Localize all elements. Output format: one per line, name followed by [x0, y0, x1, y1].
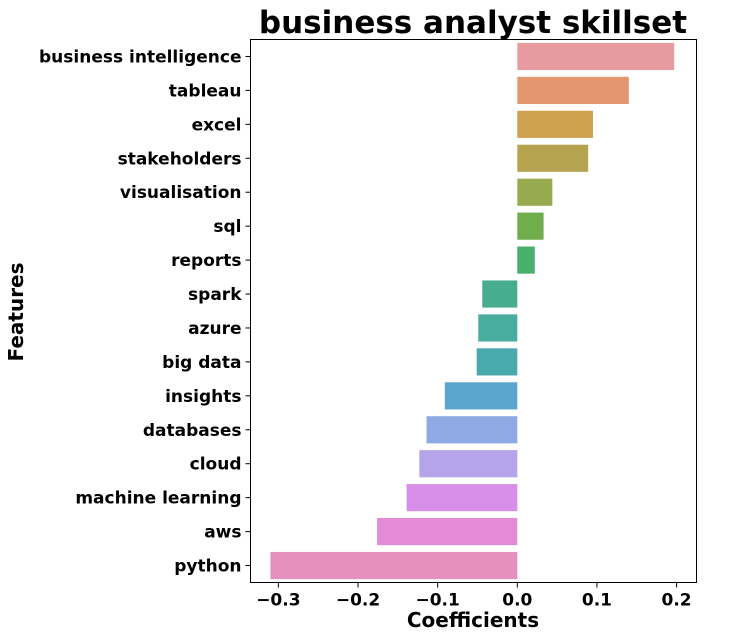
y-tick-label: databases	[143, 421, 242, 441]
x-tick-label: −0.2	[336, 591, 380, 611]
x-axis-label: Coefficients	[407, 608, 539, 632]
x-tick-label: 0.0	[502, 591, 532, 611]
bar-tableau	[517, 76, 629, 104]
y-tick-label: aws	[204, 523, 241, 543]
x-tick-label: 0.2	[662, 591, 692, 611]
y-tick-label: business intelligence	[39, 47, 241, 67]
plot-frame	[250, 39, 697, 583]
y-tick-label: visualisation	[120, 183, 242, 203]
y-axis-label: Features	[4, 262, 28, 361]
y-tick-label: machine learning	[75, 489, 241, 509]
bar-aws	[377, 518, 518, 546]
bar-cloud	[419, 450, 518, 478]
bar-databases	[426, 416, 518, 444]
y-axis-ticks: business intelligence tableau excel stakeho…	[39, 47, 251, 577]
y-tick-label: cloud	[190, 455, 242, 475]
bar-spark	[482, 280, 518, 308]
bars-group	[270, 42, 675, 580]
bar-excel	[517, 110, 593, 138]
y-tick-label: python	[174, 557, 241, 577]
y-tick-label: azure	[188, 319, 241, 339]
bar-visualisation	[517, 178, 553, 206]
bar-sql	[517, 212, 544, 240]
y-tick-label: big data	[162, 353, 241, 373]
x-tick-label: −0.3	[256, 591, 300, 611]
y-tick-label: insights	[165, 387, 241, 407]
bar-business-intelligence	[517, 42, 675, 71]
y-tick-label: spark	[188, 285, 242, 305]
bar-machine-learning	[406, 484, 518, 512]
bar-big-data	[476, 348, 518, 376]
bar-python	[270, 551, 518, 580]
y-tick-label: stakeholders	[118, 149, 242, 169]
y-tick-label: sql	[213, 217, 241, 237]
bar-stakeholders	[517, 144, 589, 172]
bar-azure	[478, 314, 518, 342]
y-tick-label: tableau	[169, 81, 242, 101]
bar-reports	[517, 246, 535, 274]
x-tick-label: 0.1	[582, 591, 612, 611]
chart-title: business analyst skillset	[259, 5, 687, 41]
x-axis-ticks: −0.3 −0.2 −0.1 0.0 0.1 0.2	[256, 582, 692, 611]
y-tick-label: excel	[192, 115, 242, 135]
y-tick-label: reports	[171, 251, 241, 271]
bar-insights	[444, 382, 518, 410]
x-tick-label: −0.1	[415, 591, 459, 611]
